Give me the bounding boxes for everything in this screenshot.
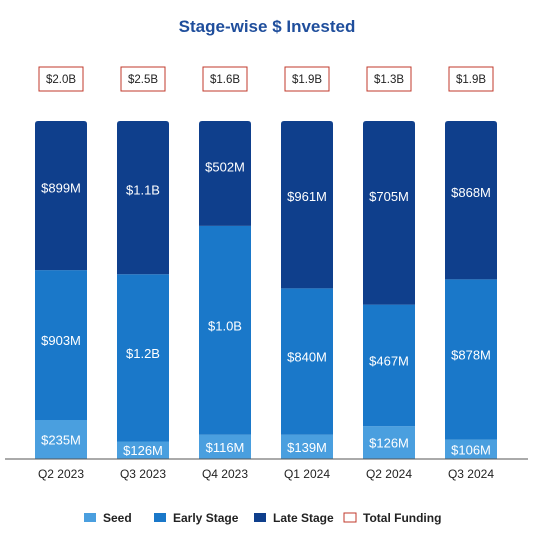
total-funding-box-q1-2024 [284, 66, 330, 92]
legend-swatch-total-funding [343, 512, 357, 523]
x-tick-q2-2024: Q2 2024 [366, 467, 412, 481]
bar-early-stage-q3-2024 [445, 279, 497, 440]
chart-title: Stage-wise $ Invested [179, 17, 356, 36]
data-label-seed-q2-2023: $235M [41, 433, 81, 448]
data-label-seed-q4-2023: $116M [206, 440, 245, 455]
bar-seed-q3-2023 [117, 441, 169, 459]
data-label-early-stage-q3-2024: $878M [451, 348, 491, 363]
x-tick-q2-2023: Q2 2023 [38, 467, 84, 481]
data-label-late-stage-q3-2024: $868M [451, 185, 491, 200]
bar-late-stage-q3-2024 [445, 121, 497, 280]
bar-early-stage-q3-2023 [117, 274, 169, 442]
data-label-late-stage-q2-2024: $705M [369, 189, 409, 204]
legend-label-total-funding: Total Funding [363, 511, 441, 525]
data-label-early-stage-q2-2023: $903M [41, 333, 81, 348]
data-label-early-stage-q3-2023: $1.2B [126, 346, 160, 361]
total-funding-box-q3-2024 [448, 66, 494, 92]
data-label-late-stage-q3-2023: $1.1B [126, 183, 160, 198]
total-funding-label-q2-2024: $1.3B [374, 74, 404, 86]
bar-seed-q1-2024 [281, 434, 333, 459]
bar-late-stage-q4-2023 [199, 121, 251, 226]
bar-early-stage-q1-2024 [281, 288, 333, 435]
legend: Seed Early Stage Late Stage Total Funding [84, 511, 441, 525]
bars: $235M $903M $899M $126M $1.2B $1.1B $116M $1.0B… [35, 121, 497, 459]
bar-late-stage-q1-2024 [281, 121, 333, 289]
total-funding-label-q4-2023: $1.6B [210, 74, 240, 86]
data-label-seed-q1-2024: $139M [287, 440, 327, 455]
data-label-early-stage-q2-2024: $467M [369, 353, 409, 368]
bar-early-stage-q2-2023 [35, 270, 87, 421]
total-funding-box-q3-2023 [120, 66, 166, 92]
total-funding-label-q3-2024: $1.9B [456, 74, 486, 86]
bar-late-stage-q3-2023 [117, 121, 169, 275]
total-funding-boxes: $2.0B $2.5B $1.6B $1.9B $1.3B $1.9B [38, 66, 494, 92]
bar-seed-q2-2024 [363, 426, 415, 459]
x-tick-q3-2023: Q3 2023 [120, 467, 166, 481]
bar-seed-q4-2023 [199, 434, 251, 459]
legend-swatch-late-stage [254, 513, 266, 522]
total-funding-box-q2-2024 [366, 66, 412, 92]
data-label-late-stage-q1-2024: $961M [287, 189, 327, 204]
data-label-seed-q2-2024: $126M [369, 436, 409, 451]
legend-label-late-stage: Late Stage [273, 511, 334, 525]
x-tick-q3-2024: Q3 2024 [448, 467, 494, 481]
data-label-early-stage-q4-2023: $1.0B [208, 318, 242, 333]
data-label-late-stage-q2-2023: $899M [41, 181, 81, 196]
data-label-late-stage-q4-2023: $502M [205, 159, 245, 174]
legend-swatch-seed [84, 513, 96, 522]
legend-label-seed: Seed [103, 511, 132, 525]
bar-seed-q3-2024 [445, 439, 497, 459]
x-tick-q4-2023: Q4 2023 [202, 467, 248, 481]
x-axis-ticks: Q2 2023 Q3 2023 Q4 2023 Q1 2024 Q2 2024 Q3 20… [38, 467, 494, 481]
bar-early-stage-q2-2024 [363, 304, 415, 427]
bar-late-stage-q2-2023 [35, 121, 87, 271]
legend-swatch-early-stage [154, 513, 166, 522]
x-tick-q1-2024: Q1 2024 [284, 467, 330, 481]
data-label-seed-q3-2023: $126M [123, 443, 163, 458]
total-funding-label-q2-2023: $2.0B [46, 74, 76, 86]
total-funding-label-q3-2023: $2.5B [128, 74, 158, 86]
bar-seed-q2-2023 [35, 420, 87, 459]
total-funding-label-q1-2024: $1.9B [292, 74, 322, 86]
bar-early-stage-q4-2023 [199, 225, 251, 435]
data-label-seed-q3-2024: $106M [451, 442, 491, 457]
data-label-early-stage-q1-2024: $840M [287, 350, 327, 365]
bar-late-stage-q2-2024 [363, 121, 415, 305]
total-funding-box-q2-2023 [38, 66, 84, 92]
legend-label-early-stage: Early Stage [173, 511, 239, 525]
total-funding-box-q4-2023 [202, 66, 248, 92]
